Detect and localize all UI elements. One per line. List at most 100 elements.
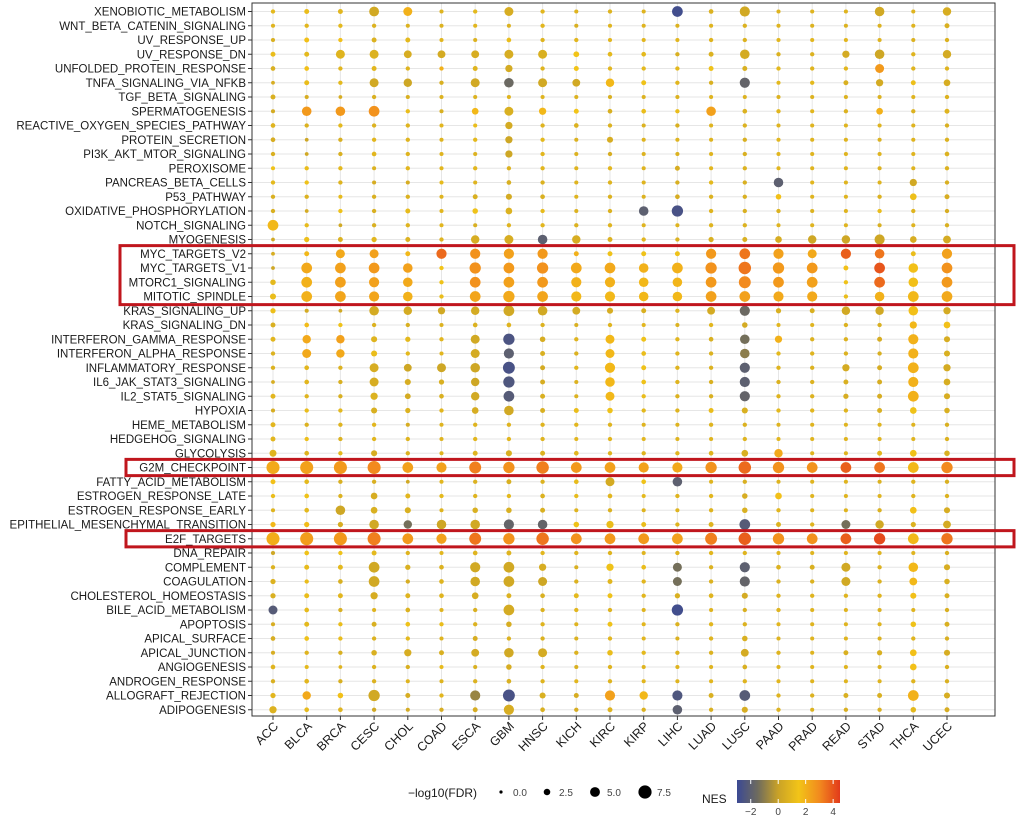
data-point <box>674 165 680 171</box>
data-point <box>271 251 275 256</box>
x-tick-label: KIRP <box>621 719 652 750</box>
data-point <box>641 308 647 314</box>
data-point <box>941 262 953 274</box>
data-point <box>775 308 782 314</box>
data-point <box>776 593 781 598</box>
data-point <box>472 707 478 713</box>
data-point <box>675 679 680 684</box>
data-point <box>607 679 613 684</box>
data-point <box>742 622 747 627</box>
data-point <box>405 707 410 712</box>
data-point <box>506 223 512 228</box>
data-point <box>574 337 579 342</box>
data-point <box>739 562 750 573</box>
color-legend-label: 2 <box>803 807 809 818</box>
data-point <box>708 365 714 370</box>
data-point <box>439 679 444 684</box>
data-point <box>810 180 815 185</box>
data-point <box>911 166 916 171</box>
data-point <box>641 451 646 456</box>
data-point <box>335 276 346 288</box>
data-point <box>776 650 781 655</box>
data-point <box>540 351 546 356</box>
data-point <box>776 607 781 613</box>
data-point <box>540 9 545 14</box>
data-point <box>405 436 410 442</box>
data-point <box>371 66 377 71</box>
data-point <box>843 208 848 214</box>
data-point <box>742 180 747 185</box>
data-point <box>607 664 613 670</box>
y-tick-label: ESTROGEN_RESPONSE_EARLY <box>68 505 246 517</box>
data-point <box>607 108 613 114</box>
data-point <box>772 533 785 545</box>
data-point <box>607 94 613 100</box>
data-point <box>301 291 313 302</box>
data-point <box>741 449 749 457</box>
data-point <box>877 550 882 556</box>
y-tick-label: COAGULATION <box>163 577 246 589</box>
data-point <box>708 550 714 556</box>
data-point <box>675 52 680 57</box>
data-point <box>574 607 579 613</box>
data-point <box>338 579 343 584</box>
data-point <box>405 621 411 627</box>
data-point <box>641 151 646 157</box>
data-point <box>941 248 953 259</box>
y-tick-label: ADIPOGENESIS <box>159 705 246 717</box>
data-point <box>574 208 579 214</box>
data-point <box>911 208 916 214</box>
data-point <box>540 707 545 713</box>
data-point <box>573 66 579 71</box>
data-point <box>506 422 512 427</box>
data-point <box>402 462 414 473</box>
data-point <box>402 533 414 545</box>
data-point <box>672 476 683 487</box>
data-point <box>371 550 377 556</box>
plot-border <box>251 2 996 717</box>
data-point <box>473 151 478 157</box>
data-point <box>439 151 444 157</box>
y-tick-label: HEDGEHOG_SIGNALING <box>110 434 246 446</box>
data-point <box>403 7 413 16</box>
data-point <box>742 479 747 484</box>
data-point <box>338 679 343 684</box>
data-point <box>706 106 716 117</box>
data-point <box>641 394 646 399</box>
data-point <box>540 408 546 413</box>
data-point <box>810 394 815 399</box>
data-point <box>540 223 545 228</box>
data-point <box>369 277 380 288</box>
data-point <box>607 707 613 713</box>
data-point <box>607 607 613 613</box>
data-point <box>843 408 849 413</box>
data-point <box>607 636 613 641</box>
data-point <box>405 407 411 414</box>
data-point <box>944 679 950 684</box>
data-point <box>776 636 781 641</box>
data-point <box>843 223 848 228</box>
data-point <box>506 166 512 171</box>
data-point <box>302 691 311 700</box>
data-point <box>540 194 545 200</box>
data-point <box>843 294 849 299</box>
data-point <box>436 533 447 544</box>
data-point <box>367 532 381 546</box>
data-point <box>472 66 478 71</box>
data-point <box>403 277 413 288</box>
data-point <box>439 137 444 142</box>
data-point <box>471 50 480 59</box>
data-point <box>742 550 747 556</box>
data-point <box>304 152 309 156</box>
data-point <box>738 461 752 474</box>
data-point <box>607 550 613 556</box>
data-point <box>270 664 276 670</box>
data-point <box>270 692 276 699</box>
data-point <box>304 80 310 86</box>
data-point <box>270 650 276 655</box>
data-point <box>571 277 582 288</box>
data-point <box>810 664 815 670</box>
data-point <box>270 336 276 342</box>
data-point <box>505 121 513 130</box>
data-point <box>405 137 410 142</box>
